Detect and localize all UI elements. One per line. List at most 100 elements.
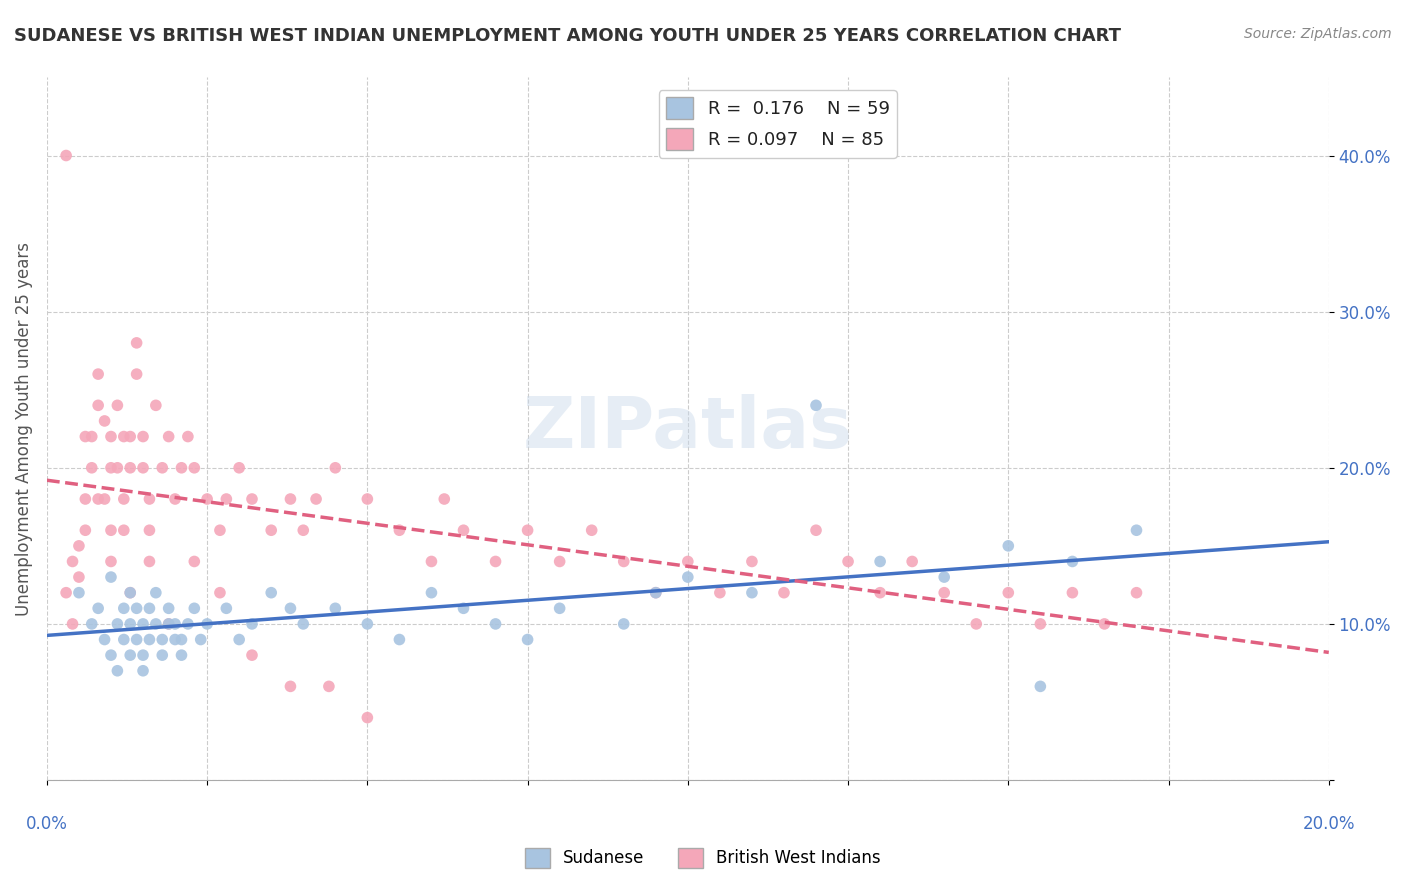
- Point: [228, 460, 250, 475]
- Point: [67, 539, 90, 553]
- Point: [240, 491, 263, 506]
- Point: [323, 601, 346, 615]
- Point: [260, 585, 283, 599]
- Point: [644, 585, 666, 599]
- Point: [145, 398, 167, 412]
- Point: [228, 632, 250, 647]
- Point: [170, 648, 193, 662]
- Point: [112, 632, 135, 647]
- Point: [55, 148, 77, 162]
- Point: [132, 429, 155, 443]
- Point: [613, 554, 636, 568]
- Point: [388, 632, 411, 647]
- Point: [516, 632, 538, 647]
- Point: [120, 429, 142, 443]
- Point: [125, 632, 148, 647]
- Point: [87, 491, 110, 506]
- Point: [260, 523, 283, 537]
- Text: 0.0%: 0.0%: [25, 815, 67, 833]
- Point: [869, 554, 891, 568]
- Point: [125, 367, 148, 381]
- Point: [67, 585, 90, 599]
- Point: [132, 648, 155, 662]
- Point: [484, 554, 506, 568]
- Text: Source: ZipAtlas.com: Source: ZipAtlas.com: [1244, 27, 1392, 41]
- Point: [676, 570, 699, 584]
- Point: [323, 460, 346, 475]
- Point: [453, 601, 475, 615]
- Point: [318, 679, 340, 693]
- Point: [75, 523, 97, 537]
- Point: [157, 616, 180, 631]
- Point: [292, 523, 315, 537]
- Point: [420, 585, 443, 599]
- Point: [183, 460, 205, 475]
- Point: [125, 335, 148, 350]
- Point: [120, 616, 142, 631]
- Point: [100, 460, 122, 475]
- Y-axis label: Unemployment Among Youth under 25 years: Unemployment Among Youth under 25 years: [15, 242, 32, 615]
- Point: [1125, 523, 1147, 537]
- Point: [100, 570, 122, 584]
- Point: [676, 554, 699, 568]
- Point: [132, 616, 155, 631]
- Point: [112, 601, 135, 615]
- Point: [145, 585, 167, 599]
- Point: [138, 554, 160, 568]
- Point: [280, 601, 302, 615]
- Point: [150, 632, 173, 647]
- Point: [132, 664, 155, 678]
- Text: 20.0%: 20.0%: [1302, 815, 1355, 833]
- Point: [177, 616, 200, 631]
- Point: [170, 632, 193, 647]
- Point: [183, 554, 205, 568]
- Point: [87, 398, 110, 412]
- Point: [356, 491, 378, 506]
- Point: [433, 491, 456, 506]
- Point: [67, 570, 90, 584]
- Point: [105, 398, 128, 412]
- Point: [138, 523, 160, 537]
- Point: [453, 523, 475, 537]
- Point: [548, 601, 571, 615]
- Point: [837, 554, 859, 568]
- Point: [125, 601, 148, 615]
- Point: [901, 554, 924, 568]
- Point: [170, 460, 193, 475]
- Point: [208, 585, 231, 599]
- Point: [100, 554, 122, 568]
- Point: [120, 585, 142, 599]
- Point: [356, 710, 378, 724]
- Point: [165, 632, 187, 647]
- Point: [1125, 585, 1147, 599]
- Point: [484, 616, 506, 631]
- Point: [132, 460, 155, 475]
- Point: [100, 523, 122, 537]
- Point: [292, 616, 315, 631]
- Point: [356, 616, 378, 631]
- Point: [195, 491, 218, 506]
- Point: [420, 554, 443, 568]
- Point: [80, 616, 103, 631]
- Point: [87, 367, 110, 381]
- Point: [138, 601, 160, 615]
- Point: [804, 398, 827, 412]
- Point: [150, 460, 173, 475]
- Point: [215, 491, 238, 506]
- Point: [93, 414, 115, 428]
- Point: [773, 585, 796, 599]
- Point: [80, 460, 103, 475]
- Point: [138, 491, 160, 506]
- Point: [105, 664, 128, 678]
- Point: [190, 632, 212, 647]
- Point: [165, 616, 187, 631]
- Point: [112, 429, 135, 443]
- Point: [215, 601, 238, 615]
- Text: SUDANESE VS BRITISH WEST INDIAN UNEMPLOYMENT AMONG YOUTH UNDER 25 YEARS CORRELAT: SUDANESE VS BRITISH WEST INDIAN UNEMPLOY…: [14, 27, 1121, 45]
- Point: [208, 523, 231, 537]
- Point: [934, 570, 956, 584]
- Point: [105, 460, 128, 475]
- Point: [1029, 679, 1052, 693]
- Point: [87, 601, 110, 615]
- Point: [997, 539, 1019, 553]
